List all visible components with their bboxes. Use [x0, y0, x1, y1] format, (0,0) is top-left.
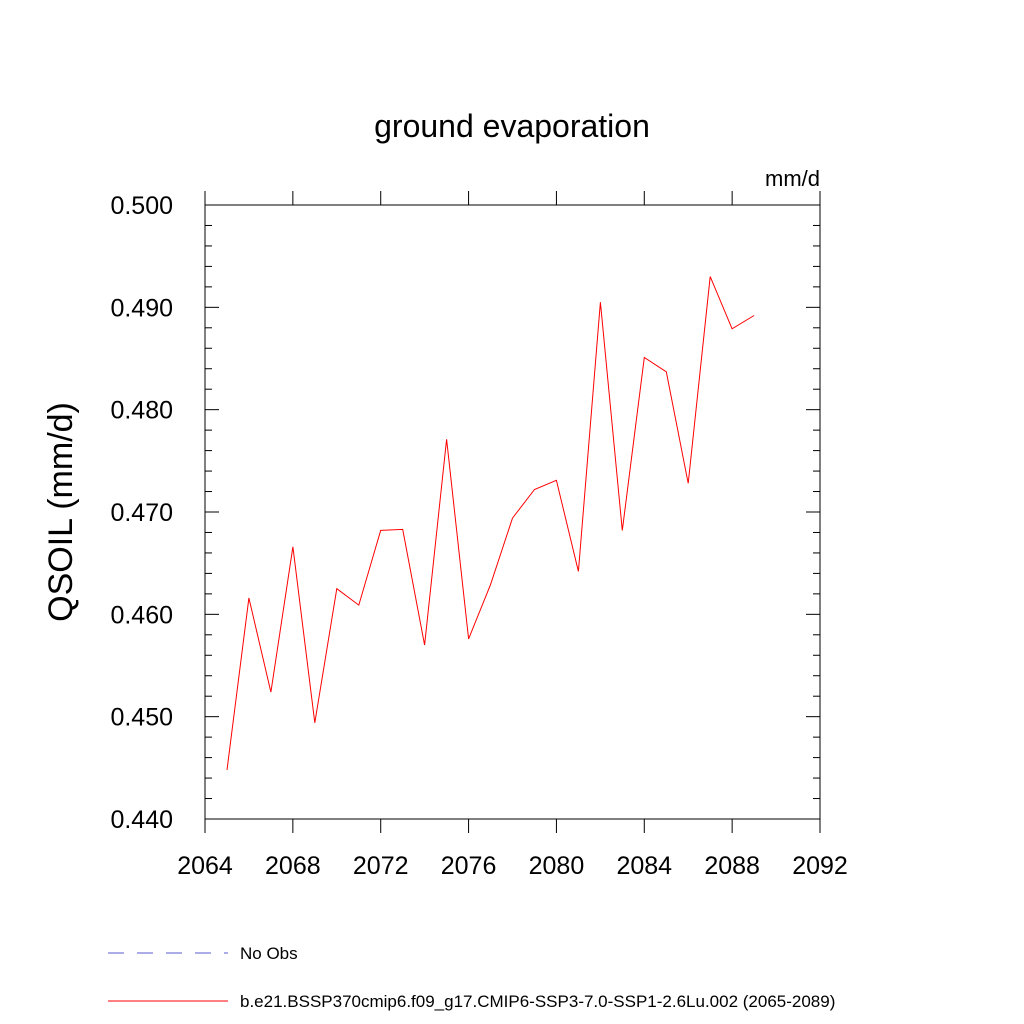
y-tick-label: 0.480 [110, 397, 173, 425]
y-axis-label: QSOIL (mm/d) [42, 402, 80, 622]
x-tick-label: 2076 [441, 852, 497, 880]
y-tick-label: 0.500 [110, 192, 173, 220]
y-tick-label: 0.490 [110, 294, 173, 322]
legend-label: No Obs [240, 944, 298, 963]
x-tick-label: 2092 [792, 852, 848, 880]
y-tick-label: 0.440 [110, 806, 173, 834]
series-line [226, 276, 755, 770]
y-tick-label: 0.470 [110, 499, 173, 527]
x-tick-label: 2068 [265, 852, 321, 880]
legend-label: b.e21.BSSP370cmip6.f09_g17.CMIP6-SSP3-7.… [240, 992, 835, 1011]
chart-title: ground evaporation [374, 108, 650, 144]
legend: No Obs b.e21.BSSP370cmip6.f09_g17.CMIP6-S… [108, 944, 835, 1011]
x-tick-label: 2064 [177, 852, 233, 880]
units-label: mm/d [765, 166, 820, 191]
x-tick-label: 2088 [704, 852, 760, 880]
y-tick-label: 0.460 [110, 601, 173, 629]
y-tick-label: 0.450 [110, 704, 173, 732]
axis-ticks: 2064 2068 2072 2076 2080 2084 2088 2092 0.440 0.4… [110, 191, 848, 880]
plot-frame [204, 204, 821, 820]
x-tick-label: 2072 [353, 852, 409, 880]
plot-area [204, 204, 821, 820]
series-layer [226, 276, 755, 770]
x-tick-label: 2080 [529, 852, 585, 880]
x-tick-label: 2084 [616, 852, 672, 880]
